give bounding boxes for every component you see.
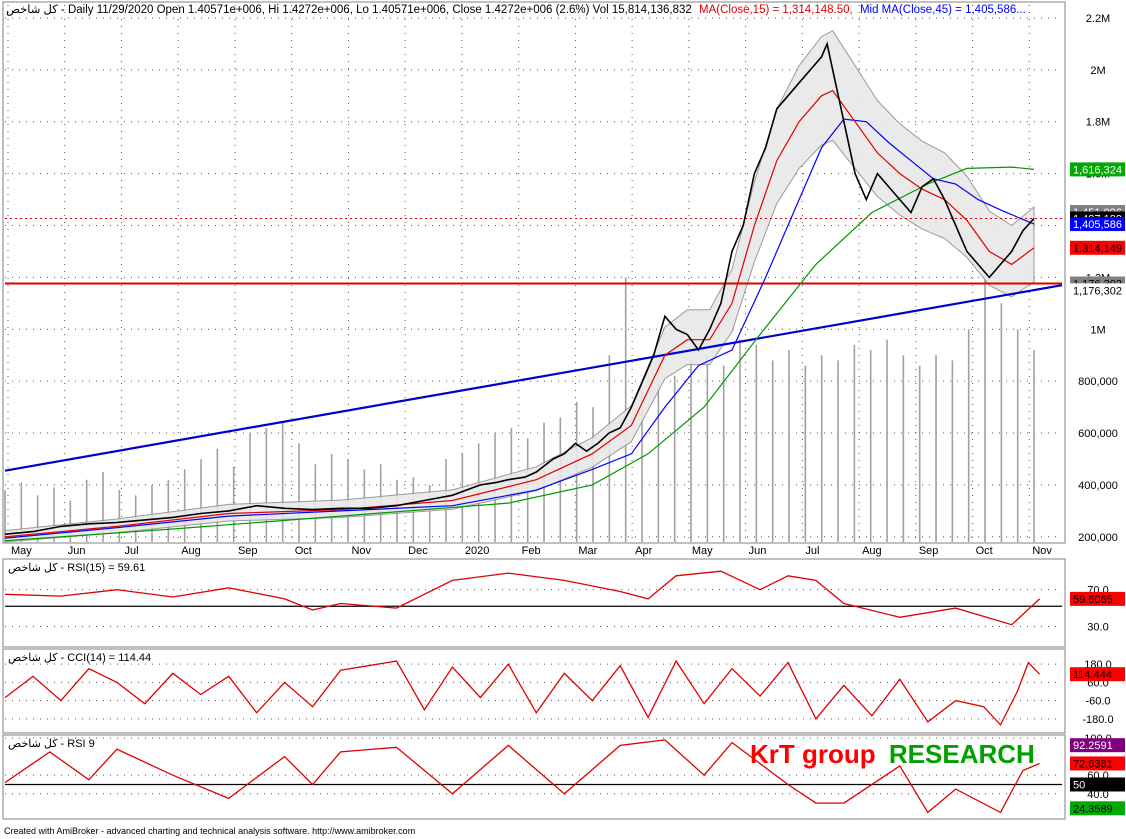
indicator-tag-label: 114.444 — [1073, 669, 1112, 681]
indicator-title: کل شاخص - RSI 9 — [8, 738, 95, 750]
price-tag-label: 1,616,324 — [1073, 164, 1122, 176]
x-tick-label: May — [11, 545, 32, 557]
price-tag-label: 1,405,586 — [1073, 219, 1122, 231]
price-line — [4, 41, 1035, 535]
x-tick-label: Sep — [238, 545, 258, 557]
header-ma45: Mid MA(Close,45) = 1,405,586... — [860, 4, 1026, 16]
indicator-panels: 70.030.0کل شاخص - RSI(15) = 59.6159.6065… — [4, 562, 1125, 816]
x-tick-label: Aug — [181, 545, 201, 557]
price-tick-label: 1M — [1090, 324, 1105, 336]
indicator-tag-label: 50 — [1073, 779, 1085, 791]
x-tick-label: Aug — [862, 545, 882, 557]
indicator-title: کل شاخص - CCI(14) = 114.44 — [8, 652, 151, 664]
x-tick-label: May — [692, 545, 713, 557]
header-ma15: MA(Close,15) = 1,314,148.50, — [699, 4, 853, 16]
ma45-line — [4, 118, 1035, 539]
indicator-tag-box — [1070, 756, 1125, 771]
indicator-title: کل شاخص - RSI(15) = 59.61 — [8, 562, 145, 574]
price-tag-box — [1070, 240, 1125, 255]
indicator-tick-label: -180.0 — [1082, 714, 1113, 726]
x-tick-label: 2020 — [465, 545, 489, 557]
price-tag-label: 1,176,302 — [1073, 285, 1122, 297]
price-tag-label: 1,314,149 — [1073, 243, 1122, 255]
price-x-axis: May Jun Jul Aug Sep Oct Nov Dec 2020 Feb Mar Apr May… — [11, 545, 1052, 557]
indicator-tick-label: 40.0 — [1087, 789, 1108, 801]
rsi15-panel-frame — [2, 558, 1066, 648]
price-lines — [4, 30, 1063, 543]
price-tick-label: 200,000 — [1078, 532, 1118, 544]
x-tick-label: Jun — [68, 545, 86, 557]
indicator-tag-label: 24.3589 — [1073, 803, 1113, 815]
header-info: کل شاخص - Daily 11/29/2020 Open 1.40571e… — [6, 3, 1026, 16]
x-tick-label: Nov — [1032, 545, 1052, 557]
value-tags: 1,616,3241,451,9961,427,1991,405,5861,31… — [1070, 162, 1125, 298]
indicator-tag-label: 59.6065 — [1073, 594, 1113, 606]
rsi9-panel-frame — [2, 734, 1066, 820]
x-tick-label: Feb — [522, 545, 541, 557]
indicator-tag-box — [1070, 738, 1125, 753]
indicator-tag-box — [1070, 667, 1125, 682]
x-tick-label: Dec — [408, 545, 428, 557]
ma15-line — [4, 89, 1035, 538]
x-tick-label: Jul — [805, 545, 819, 557]
price-tick-label: 400,000 — [1078, 480, 1118, 492]
indicator-tick-label: -60.0 — [1085, 696, 1110, 708]
x-tick-label: Nov — [351, 545, 371, 557]
ma200-line — [4, 166, 1035, 542]
indicator-tag-box — [1070, 591, 1125, 606]
price-tick-label: 800,000 — [1078, 376, 1118, 388]
price-tick-label: 2.2M — [1086, 13, 1110, 25]
x-tick-label: Oct — [295, 545, 312, 557]
bollinger-band — [4, 30, 1035, 543]
price-tick-label: 2M — [1090, 65, 1105, 77]
price-tick-label: 1.8M — [1086, 117, 1110, 129]
indicator-line — [4, 570, 1041, 626]
x-tick-label: Jun — [749, 545, 767, 557]
footer-credit: Created with AmiBroker - advanced charti… — [4, 826, 415, 836]
x-tick-label: Oct — [976, 545, 993, 557]
watermark-part2: RESEARCH — [889, 739, 1035, 769]
watermark: KrT group RESEARCH — [750, 739, 1035, 769]
indicator-tag-box — [1070, 801, 1125, 816]
x-tick-label: Apr — [635, 545, 652, 557]
price-tag-box — [1070, 217, 1125, 232]
x-tick-label: Mar — [578, 545, 597, 557]
x-tick-label: Sep — [919, 545, 939, 557]
watermark-part1: KrT group — [750, 739, 876, 769]
price-tag-box — [1070, 162, 1125, 177]
indicator-line — [4, 739, 1040, 814]
indicator-tag-label: 72.6381 — [1073, 758, 1113, 770]
header-title: کل شاخص - Daily 11/29/2020 Open 1.40571e… — [6, 3, 692, 16]
indicator-tag-box — [1070, 777, 1125, 792]
price-panel-frame — [2, 1, 1066, 544]
indicator-line — [4, 659, 1041, 727]
price-tick-label: 600,000 — [1078, 428, 1118, 440]
x-tick-label: Jul — [124, 545, 138, 557]
indicator-tick-label: 30.0 — [1087, 622, 1108, 634]
indicator-tag-label: 92.2591 — [1073, 740, 1113, 752]
blue-trendline — [4, 284, 1063, 472]
price-tag-box — [1070, 283, 1125, 298]
cci-panel-frame — [2, 648, 1066, 734]
